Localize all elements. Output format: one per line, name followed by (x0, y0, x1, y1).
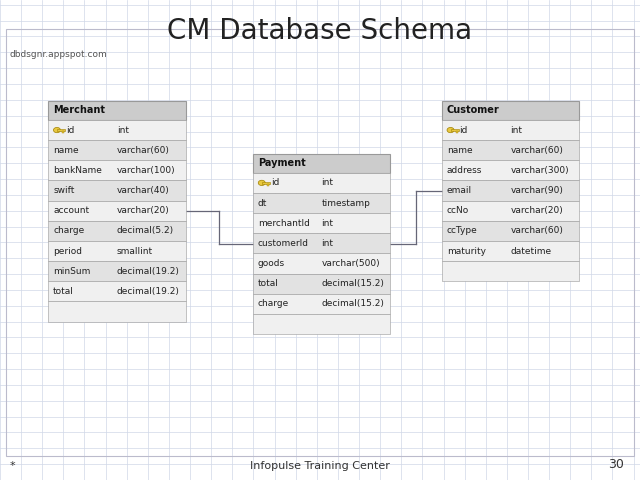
Circle shape (447, 127, 454, 133)
Text: decimal(15.2): decimal(15.2) (322, 279, 385, 288)
Text: int: int (116, 126, 129, 134)
Text: varchar(100): varchar(100) (116, 166, 175, 175)
Text: maturity: maturity (447, 247, 486, 255)
Bar (253, 193, 390, 213)
Bar (253, 154, 390, 173)
Text: dbdsgnr.appspot.com: dbdsgnr.appspot.com (10, 50, 108, 60)
Bar (442, 140, 579, 160)
Bar (442, 180, 579, 201)
Text: Payment: Payment (258, 158, 306, 168)
Bar (442, 120, 579, 140)
Text: varchar(60): varchar(60) (511, 227, 563, 235)
Text: goods: goods (258, 259, 285, 268)
Text: name: name (53, 146, 79, 155)
Text: charge: charge (258, 300, 289, 308)
Bar (253, 294, 390, 314)
Text: int: int (322, 219, 333, 228)
Text: varchar(90): varchar(90) (511, 186, 563, 195)
Bar (48, 101, 186, 120)
Text: dt: dt (258, 199, 268, 207)
Text: charge: charge (53, 227, 84, 235)
Bar (267, 183, 269, 185)
Bar (48, 221, 186, 241)
Bar (48, 140, 186, 160)
Text: int: int (511, 126, 522, 134)
Text: Infopulse Training Center: Infopulse Training Center (250, 461, 390, 471)
Bar (253, 253, 390, 274)
Bar (48, 180, 186, 201)
Circle shape (54, 127, 61, 133)
Bar (6, 29, 634, 456)
Bar (48, 261, 186, 281)
Text: decimal(15.2): decimal(15.2) (322, 300, 385, 308)
Bar (253, 314, 390, 334)
Text: varchar(40): varchar(40) (116, 186, 170, 195)
Text: period: period (53, 247, 82, 255)
Bar (48, 120, 186, 140)
Text: smallint: smallint (116, 247, 153, 255)
Text: varchar(60): varchar(60) (116, 146, 170, 155)
Text: varchar(60): varchar(60) (511, 146, 563, 155)
Text: Customer: Customer (447, 106, 499, 115)
Text: decimal(5.2): decimal(5.2) (116, 227, 174, 235)
Bar (253, 173, 390, 193)
Text: varchar(20): varchar(20) (511, 206, 563, 215)
Bar (48, 281, 186, 301)
Bar (62, 131, 64, 132)
Text: varchar(500): varchar(500) (322, 259, 380, 268)
Text: name: name (447, 146, 472, 155)
Text: int: int (322, 239, 333, 248)
Text: address: address (447, 166, 482, 175)
Text: int: int (322, 179, 333, 187)
Bar (442, 101, 579, 120)
Text: 30: 30 (608, 458, 624, 471)
Text: decimal(19.2): decimal(19.2) (116, 287, 180, 296)
Bar (48, 201, 186, 221)
Bar (48, 241, 186, 261)
Bar (442, 221, 579, 241)
Text: varchar(300): varchar(300) (511, 166, 569, 175)
Bar (253, 274, 390, 294)
Bar (442, 160, 579, 180)
Text: timestamp: timestamp (322, 199, 371, 207)
Bar (442, 241, 579, 261)
Text: account: account (53, 206, 89, 215)
Text: id: id (271, 179, 279, 187)
Text: CM Database Schema: CM Database Schema (168, 17, 472, 45)
Text: Merchant: Merchant (53, 106, 105, 115)
Text: swift: swift (53, 186, 74, 195)
Bar (48, 301, 186, 322)
Text: minSum: minSum (53, 267, 90, 276)
Text: id: id (460, 126, 468, 134)
Text: bankName: bankName (53, 166, 102, 175)
Bar (253, 233, 390, 253)
Circle shape (259, 180, 265, 185)
Text: email: email (447, 186, 472, 195)
Text: decimal(19.2): decimal(19.2) (116, 267, 180, 276)
Bar (57, 129, 65, 131)
Bar (442, 201, 579, 221)
Bar (451, 129, 459, 131)
Bar (262, 182, 270, 183)
Bar (253, 213, 390, 233)
Text: ccType: ccType (447, 227, 477, 235)
Text: varchar(20): varchar(20) (116, 206, 170, 215)
Text: total: total (258, 279, 279, 288)
Bar (456, 131, 458, 132)
Text: merchantId: merchantId (258, 219, 310, 228)
Text: customerId: customerId (258, 239, 309, 248)
Text: id: id (66, 126, 74, 134)
Bar (48, 160, 186, 180)
Text: ccNo: ccNo (447, 206, 469, 215)
Text: datetime: datetime (511, 247, 552, 255)
Bar (442, 261, 579, 281)
Text: *: * (10, 461, 15, 471)
Text: total: total (53, 287, 74, 296)
